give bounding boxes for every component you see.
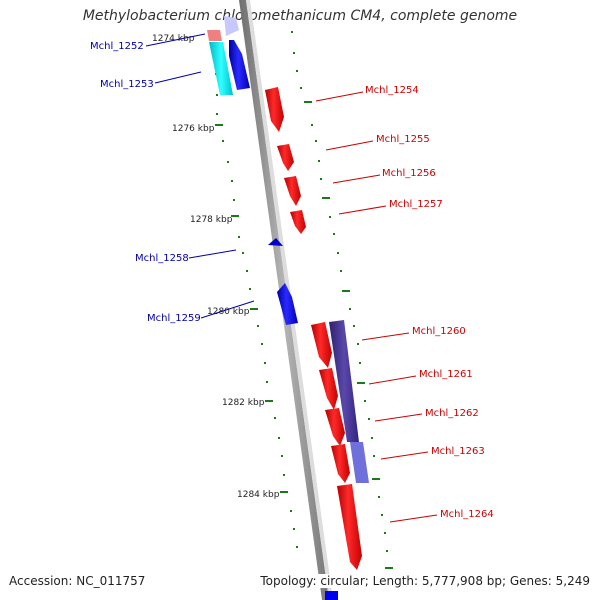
gene-mchl-1260[interactable]: [311, 322, 332, 368]
cds-feature-1263: [350, 442, 369, 483]
gene-mchl-1257[interactable]: [290, 210, 306, 234]
gene-label-mchl-1252[interactable]: Mchl_1252: [90, 41, 144, 52]
gene-mchl-1253[interactable]: [209, 40, 250, 95]
gene-mchl-1256[interactable]: [284, 176, 301, 206]
gene-label-mchl-1255[interactable]: Mchl_1255: [376, 134, 430, 145]
gene-label-mchl-1264[interactable]: Mchl_1264: [440, 509, 494, 520]
gene-label-mchl-1260[interactable]: Mchl_1260: [412, 326, 466, 337]
cds-feature-1261-1262: [329, 320, 359, 442]
gene-label-mchl-1257[interactable]: Mchl_1257: [389, 199, 443, 210]
gene-mchl-1258[interactable]: [268, 238, 283, 246]
gene-label-mchl-1253[interactable]: Mchl_1253: [100, 79, 154, 90]
ruler-label-1284: 1284 kbp: [237, 490, 280, 500]
forward-label-leaders: [315, 91, 438, 523]
gene-label-mchl-1263[interactable]: Mchl_1263: [431, 446, 485, 457]
ruler-label-1282: 1282 kbp: [222, 398, 265, 408]
gene-label-mchl-1261[interactable]: Mchl_1261: [419, 369, 473, 380]
gene-mchl-1255[interactable]: [277, 144, 294, 171]
gene-mchl-1262[interactable]: [325, 408, 345, 446]
gene-mchl-1263[interactable]: [331, 444, 350, 483]
reverse-label-leaders: [145, 33, 255, 319]
gene-mchl-1259[interactable]: [277, 283, 298, 325]
gene-mchl-1252[interactable]: [207, 16, 239, 41]
gene-label-mchl-1256[interactable]: Mchl_1256: [382, 168, 436, 179]
gene-label-mchl-1258[interactable]: Mchl_1258: [135, 253, 189, 264]
ruler-label-1276: 1276 kbp: [172, 124, 215, 134]
gene-mchl-1254[interactable]: [265, 87, 284, 132]
gene-mchl-1261[interactable]: [319, 368, 338, 410]
ruler-label-1274: 1274 kbp: [152, 34, 195, 44]
gene-label-mchl-1254[interactable]: Mchl_1254: [365, 85, 419, 96]
map-title: Methylobacterium chloromethanicum CM4, c…: [82, 8, 518, 24]
ruler-label-1280: 1280 kbp: [207, 307, 250, 317]
gene-label-mchl-1259[interactable]: Mchl_1259: [147, 313, 201, 324]
gene-mchl-1264[interactable]: [337, 484, 362, 570]
accession-text: Accession: NC_011757: [9, 574, 146, 588]
topology-text: Topology: circular; Length: 5,777,908 bp…: [260, 574, 590, 588]
ruler-label-1278: 1278 kbp: [190, 215, 233, 225]
gene-fragment-bottom[interactable]: [325, 591, 338, 600]
gene-label-mchl-1262[interactable]: Mchl_1262: [425, 408, 479, 419]
outer-ruler: [291, 31, 393, 569]
